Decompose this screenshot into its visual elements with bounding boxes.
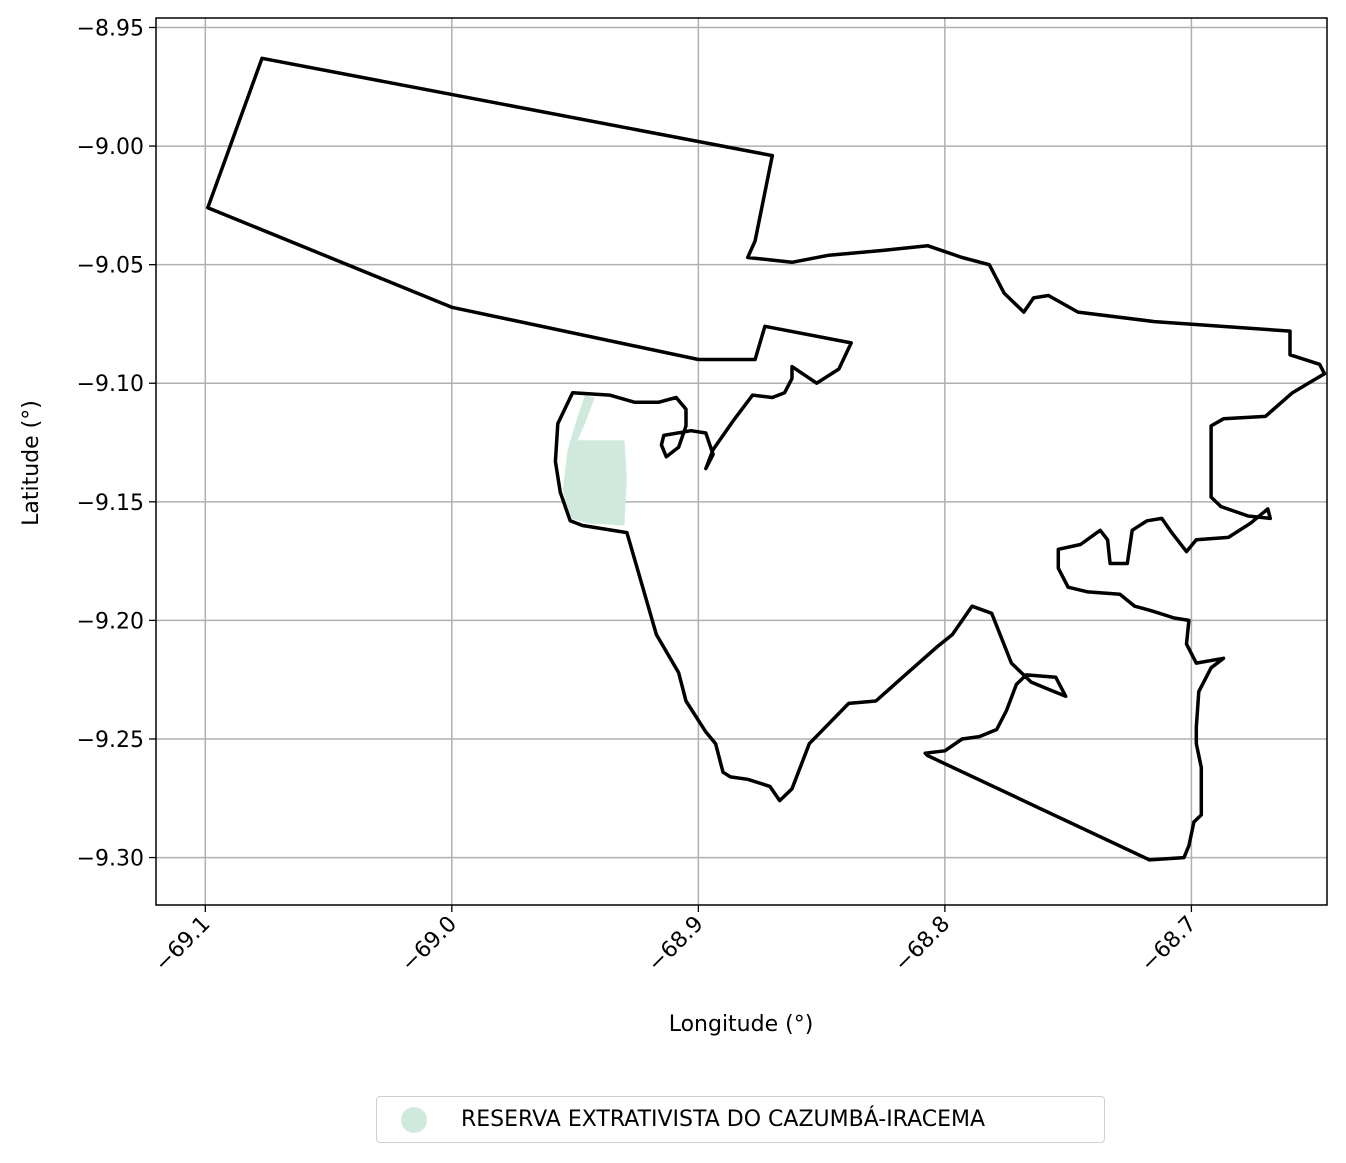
- legend-label: RESERVA EXTRATIVISTA DO CAZUMBÁ-IRACEMA: [461, 1107, 986, 1132]
- legend-marker-circle: [401, 1106, 427, 1133]
- axis-ticks: −69.1 −69.0 −68.9 −68.8 −68.7 −8.95 −9.00 −9.05…: [77, 16, 1202, 976]
- boundary-layer: [206, 56, 1327, 862]
- gridlines: [156, 18, 1327, 905]
- boundary-outline: [206, 56, 1327, 862]
- x-tick-label: −69.0: [397, 912, 462, 977]
- y-tick-label: −9.05: [77, 254, 144, 279]
- y-tick-label: −9.25: [77, 728, 144, 753]
- y-tick-label: −9.00: [77, 135, 144, 160]
- y-tick-label: −9.30: [77, 847, 144, 872]
- x-tick-label: −68.8: [890, 912, 955, 977]
- legend: RESERVA EXTRATIVISTA DO CAZUMBÁ-IRACEMA: [376, 1096, 1105, 1143]
- x-tick-label: −68.7: [1136, 912, 1201, 977]
- y-tick-label: −9.10: [77, 372, 144, 397]
- plot-frame: [155, 17, 1328, 906]
- y-tick-label: −9.20: [77, 609, 144, 634]
- y-axis-title: Latitude (°): [19, 400, 44, 526]
- y-tick-label: −9.15: [77, 491, 144, 516]
- reserve-area-layer: [562, 395, 627, 526]
- y-tick-label: −8.95: [77, 16, 144, 41]
- reserve-area: [562, 395, 627, 526]
- x-tick-label: −69.1: [150, 912, 215, 977]
- x-axis-title: Longitude (°): [669, 1012, 814, 1037]
- x-tick-label: −68.9: [643, 912, 708, 977]
